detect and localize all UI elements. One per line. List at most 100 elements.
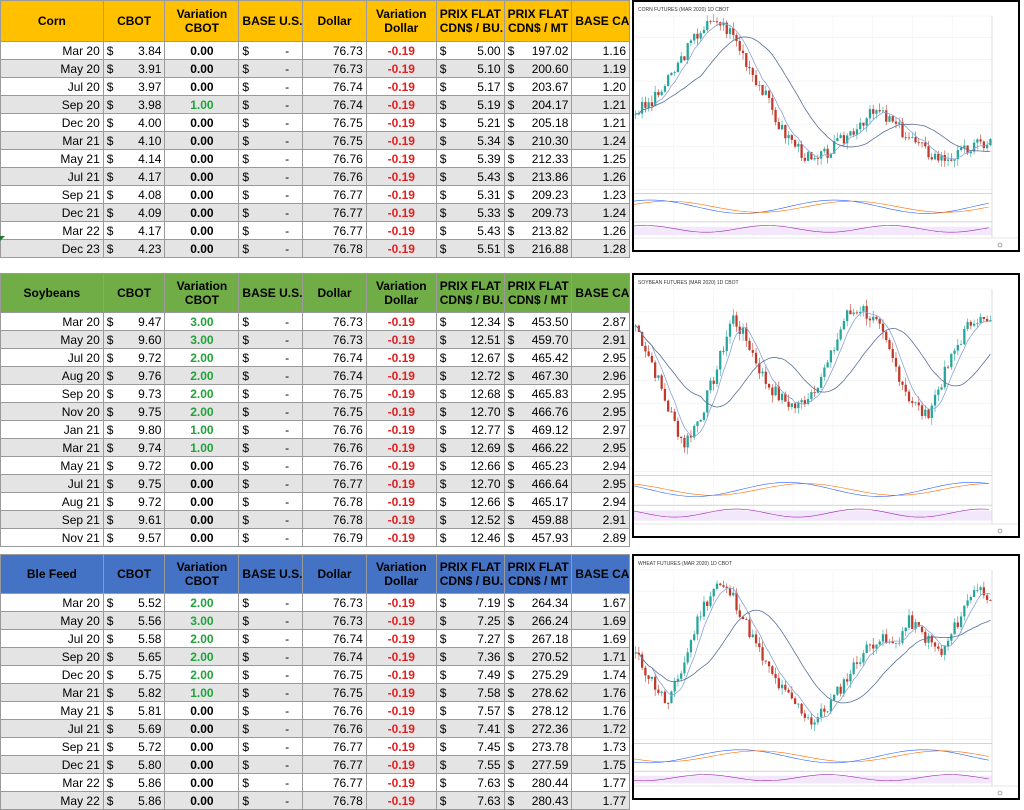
soybeans-futures-chart[interactable]: SOYBEAN FUTURES (MAR 2020) 1D CBOT	[632, 273, 1020, 538]
dollar-sign: $	[507, 703, 515, 718]
dollar-variation: -0.19	[365, 239, 437, 258]
flat-price-tonne-value: 216.88	[531, 241, 569, 256]
dollar-sign: $	[439, 721, 447, 736]
candlestick-chart[interactable]: CORN FUTURES (MAR 2020) 1D CBOT	[634, 2, 1018, 250]
dollar-sign: $	[106, 530, 114, 545]
base-us: $ -	[238, 593, 304, 612]
flat-price-tonne-value: 209.73	[531, 205, 569, 220]
base-us-value: -	[285, 169, 290, 184]
dollar-variation: -0.19	[365, 456, 437, 475]
flat-price-bushel: $12.70	[435, 474, 505, 493]
base-us-value: -	[285, 703, 290, 718]
base-us: $ -	[238, 77, 304, 96]
dollar-sign: $	[242, 97, 250, 112]
dollar-sign: $	[106, 685, 114, 700]
dollar-variation: -0.19	[365, 683, 437, 702]
table-row: Sep 21 $4.08 0.00 $ -76.77 -0.19 $5.31 $209.23 1…	[0, 185, 630, 204]
macd-signal-line	[634, 483, 989, 496]
flat-price-bushel: $12.66	[435, 456, 505, 475]
dollar-rate: 76.78	[302, 510, 367, 529]
flat-price-bushel: $5.43	[435, 167, 505, 186]
contract-month: Jul 20	[0, 629, 104, 648]
flat-price-tonne-value: 280.43	[531, 793, 569, 808]
base-cad: 1.24	[571, 203, 630, 222]
cbot-price-value: 3.98	[138, 97, 162, 112]
dollar-variation: -0.19	[365, 348, 437, 367]
column-header-line: PRIX FLAT	[439, 7, 501, 21]
cbot-price: $9.75	[102, 402, 166, 421]
flat-price-tonne-value: 203.67	[531, 79, 569, 94]
table-row: Sep 20 $9.73 2.00 $ -76.75 -0.19 $12.68 $465.83…	[0, 384, 630, 403]
soybeans-price-table: Soybeans CBOT Variation CBOT BASE U.S. Dollar…	[0, 273, 630, 547]
flat-price-bushel: $7.63	[435, 773, 505, 792]
table-row: Dec 20 $5.75 2.00 $ -76.75 -0.19 $7.49 $275.29 1…	[0, 665, 630, 684]
column-header-line: Variation	[176, 279, 228, 293]
dollar-sign: $	[439, 205, 447, 220]
base-us-value: -	[285, 739, 290, 754]
base-us: $ -	[238, 528, 304, 547]
cbot-price-value: 5.75	[138, 667, 162, 682]
flat-price-tonne: $270.52	[503, 647, 573, 666]
cbot-price: $9.47	[102, 312, 166, 331]
flat-price-bushel: $12.46	[435, 528, 505, 547]
flat-price-bushel: $5.19	[435, 95, 505, 114]
flat-price-tonne: $459.70	[503, 330, 573, 349]
rsi-line	[634, 508, 989, 518]
ble-feed-futures-chart[interactable]: WHEAT FUTURES (MAR 2020) 1D CBOT	[632, 554, 1020, 800]
dollar-sign: $	[439, 332, 447, 347]
flat-price-bushel: $12.66	[435, 492, 505, 511]
column-header-line: CDN$ / MT	[507, 21, 568, 35]
dollar-sign: $	[439, 775, 447, 790]
cbot-price: $9.61	[102, 510, 166, 529]
flat-price-bushel: $7.36	[435, 647, 505, 666]
flat-price-bushel-value: 7.19	[477, 595, 501, 610]
column-header-line: BASE CAD	[575, 14, 630, 28]
flat-price-tonne-value: 272.36	[531, 721, 569, 736]
contract-month: Mar 22	[0, 773, 104, 792]
dollar-sign: $	[439, 649, 447, 664]
dollar-sign: $	[242, 205, 250, 220]
candlestick-chart[interactable]: SOYBEAN FUTURES (MAR 2020) 1D CBOT	[634, 275, 1018, 536]
flat-price-tonne-value: 197.02	[531, 43, 569, 58]
cbot-variation: 0.00	[164, 149, 240, 168]
base-us: $ -	[238, 95, 304, 114]
candlestick-chart[interactable]: WHEAT FUTURES (MAR 2020) 1D CBOT	[634, 556, 1018, 798]
table-row: Jul 21 $5.69 0.00 $ -76.76 -0.19 $7.41 $272.36 1…	[0, 719, 630, 738]
flat-price-bushel-value: 12.51	[470, 332, 501, 347]
dollar-variation: -0.19	[365, 528, 437, 547]
cbot-price-value: 9.72	[138, 494, 162, 509]
dollar-sign: $	[106, 667, 114, 682]
corn-futures-chart[interactable]: CORN FUTURES (MAR 2020) 1D CBOT	[632, 0, 1020, 252]
dollar-sign: $	[439, 368, 447, 383]
dollar-sign: $	[106, 223, 114, 238]
flat-price-tonne: $213.82	[503, 221, 573, 240]
dollar-sign: $	[106, 757, 114, 772]
flat-price-tonne: $210.30	[503, 131, 573, 150]
dollar-sign: $	[439, 757, 447, 772]
base-us-value: -	[285, 422, 290, 437]
base-cad: 2.94	[571, 492, 630, 511]
base-cad: 1.28	[571, 239, 630, 258]
flat-price-bushel-value: 5.00	[477, 43, 501, 58]
dollar-sign: $	[242, 667, 250, 682]
dollar-rate: 76.76	[302, 167, 367, 186]
dollar-sign: $	[242, 368, 250, 383]
dollar-sign: $	[242, 721, 250, 736]
cbot-price-value: 5.52	[138, 595, 162, 610]
cbot-variation: 0.00	[164, 737, 240, 756]
flat-price-tonne-value: 278.62	[531, 685, 569, 700]
dollar-sign: $	[507, 61, 515, 76]
base-us: $ -	[238, 683, 304, 702]
base-us: $ -	[238, 791, 304, 810]
contract-month: Jul 21	[0, 474, 104, 493]
cbot-price: $4.14	[102, 149, 166, 168]
flat-price-tonne: $216.88	[503, 239, 573, 258]
flat-price-tonne-value: 209.23	[531, 187, 569, 202]
base-cad: 1.72	[571, 719, 630, 738]
column-header-line: CBOT	[184, 21, 219, 35]
dollar-sign: $	[242, 530, 250, 545]
flat-price-bushel: $7.58	[435, 683, 505, 702]
cbot-price: $3.91	[102, 59, 166, 78]
dollar-sign: $	[439, 97, 447, 112]
base-us: $ -	[238, 719, 304, 738]
